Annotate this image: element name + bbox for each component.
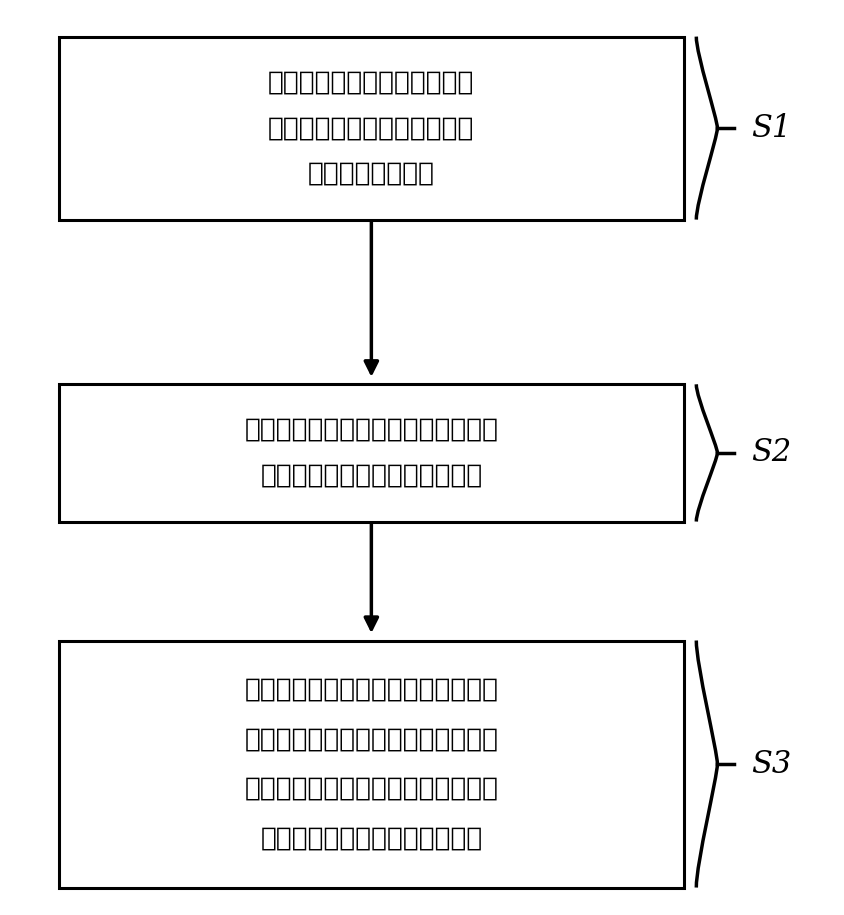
Text: 性能查询命令及性能定制命令下发至: 性能查询命令及性能定制命令下发至 <box>245 776 498 802</box>
Text: 性能库或者对应的性能采集模块: 性能库或者对应的性能采集模块 <box>260 825 483 851</box>
Bar <box>59 37 684 220</box>
Text: 性能处理模块解析已下发的性能查询: 性能处理模块解析已下发的性能查询 <box>245 677 498 703</box>
Text: 以及历史性能查询: 以及历史性能查询 <box>308 161 435 187</box>
Text: S1: S1 <box>751 113 792 144</box>
Text: S2: S2 <box>751 437 792 468</box>
Text: 发性能查询命令及性能定制命令: 发性能查询命令及性能定制命令 <box>260 463 483 489</box>
Text: 命令及性能定制命令，并将解析后的: 命令及性能定制命令，并将解析后的 <box>245 727 498 752</box>
Text: S3: S3 <box>751 748 792 780</box>
Text: 行定制，并定制实时性能查询: 行定制，并定制实时性能查询 <box>268 115 474 141</box>
Bar <box>59 384 684 522</box>
Text: 性能命令模块通过命令行界面方式下: 性能命令模块通过命令行界面方式下 <box>245 417 498 443</box>
Text: 网管根据用户需求，对性能进: 网管根据用户需求，对性能进 <box>268 70 474 95</box>
Bar <box>59 640 684 888</box>
